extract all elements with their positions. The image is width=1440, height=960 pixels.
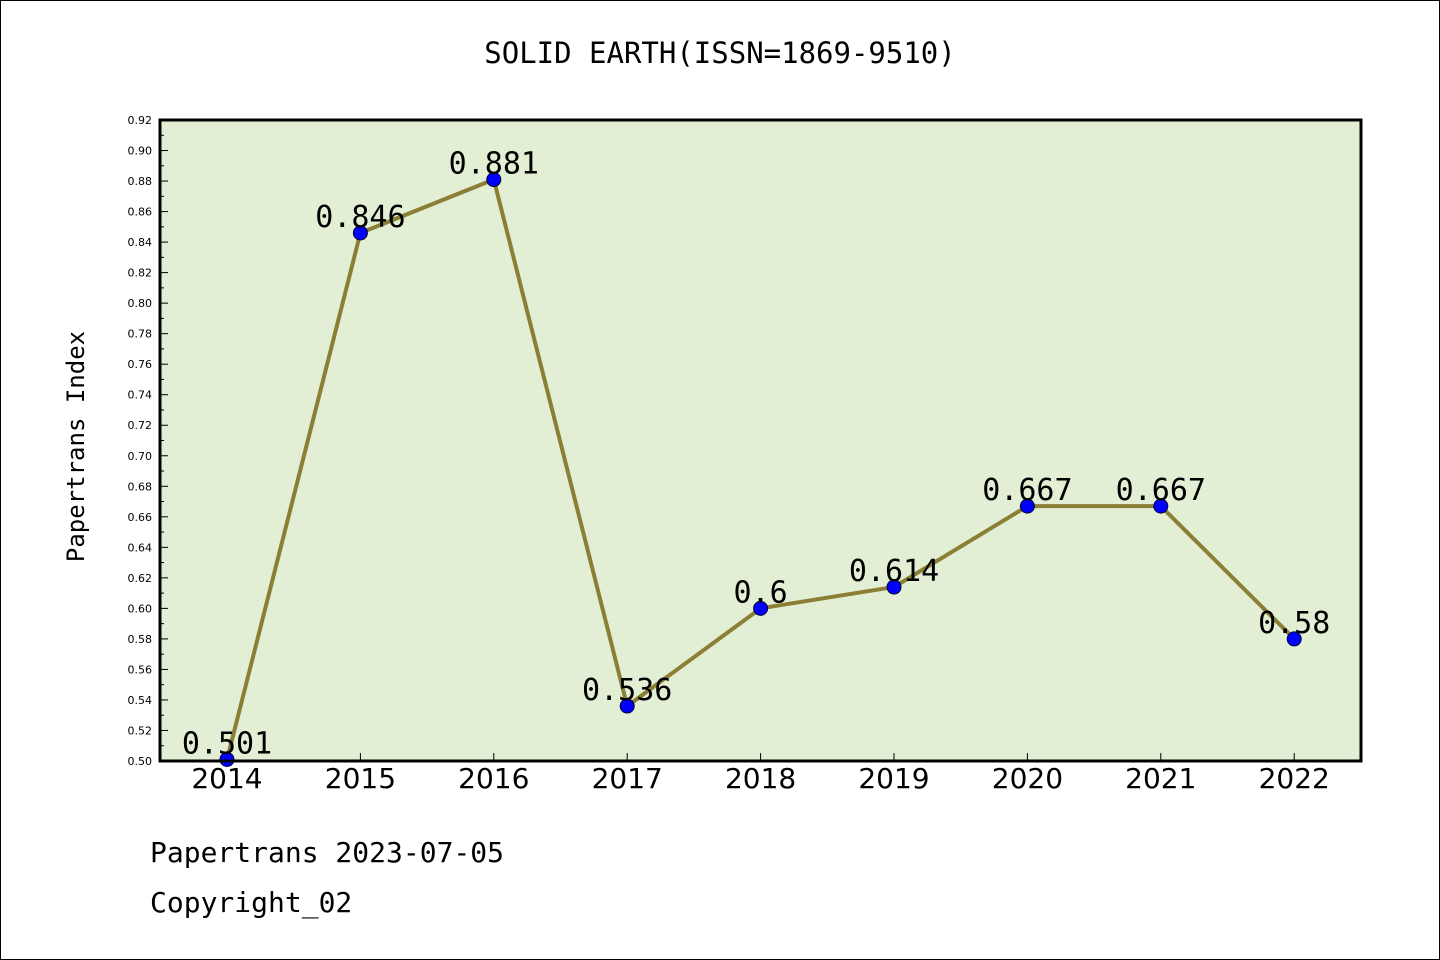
x-axis: 2014 2015 2016 2017 2018 2019 2020 2021 2022 [191, 753, 1330, 795]
x-tick-label: 2016 [458, 762, 529, 795]
data-point [753, 600, 769, 616]
y-tick-label: 0.58 [128, 633, 153, 646]
data-label: 0.846 [315, 200, 405, 235]
x-tick-label: 2021 [1125, 762, 1196, 795]
data-point [1019, 498, 1035, 514]
x-tick-label: 2017 [592, 762, 663, 795]
footer-copyright: Copyright_02 [150, 886, 353, 919]
chart-title: SOLID EARTH(ISSN=1869-9510) [484, 36, 956, 70]
data-label: 0.667 [1116, 473, 1206, 508]
data-label: 0.536 [582, 673, 672, 708]
y-tick-label: 0.54 [128, 694, 153, 707]
footer-date: Papertrans 2023-07-05 [150, 836, 505, 869]
y-tick-label: 0.50 [128, 755, 153, 768]
data-label: 0.667 [982, 473, 1072, 508]
y-tick-label: 0.64 [128, 541, 153, 554]
y-axis: 0.50 0.52 0.54 0.56 0.58 0.60 0.62 0.64 0.66 0.68… [128, 114, 168, 768]
y-tick-label: 0.68 [128, 480, 153, 493]
plot-border [158, 118, 1363, 763]
data-point [886, 579, 902, 595]
y-tick-label: 0.80 [128, 297, 153, 310]
data-label: 0.58 [1258, 606, 1330, 641]
y-tick-label: 0.92 [128, 114, 153, 127]
y-tick-label: 0.66 [128, 511, 153, 524]
y-tick-label: 0.76 [128, 358, 153, 371]
data-label: 0.501 [182, 726, 272, 761]
data-point [352, 225, 368, 241]
x-tick-label: 2020 [992, 762, 1063, 795]
y-tick-label: 0.52 [128, 724, 153, 737]
x-tick-label: 2015 [325, 762, 396, 795]
data-point [1286, 631, 1302, 647]
y-tick-label: 0.60 [128, 602, 153, 615]
y-tick-label: 0.78 [128, 328, 153, 341]
y-tick-label: 0.90 [128, 145, 153, 158]
y-tick-label: 0.72 [128, 419, 153, 432]
y-tick-label: 0.56 [128, 663, 153, 676]
y-tick-label: 0.84 [128, 236, 153, 249]
series-markers [219, 172, 1302, 767]
y-axis-label: Papertrans Index [62, 331, 90, 562]
x-tick-label: 2018 [725, 762, 796, 795]
data-point [1153, 498, 1169, 514]
data-label: 0.614 [849, 554, 939, 589]
data-point [486, 172, 502, 188]
y-tick-label: 0.82 [128, 267, 153, 280]
data-label: 0.6 [734, 575, 788, 610]
y-tick-label: 0.62 [128, 572, 153, 585]
y-tick-label: 0.74 [128, 389, 153, 402]
data-point [619, 698, 635, 714]
x-tick-label: 2022 [1259, 762, 1330, 795]
x-tick-label: 2019 [858, 762, 929, 795]
data-point [219, 751, 235, 767]
data-label: 0.881 [449, 147, 539, 182]
y-tick-label: 0.88 [128, 175, 153, 188]
x-tick-label: 2014 [191, 762, 262, 795]
y-tick-label: 0.86 [128, 206, 153, 219]
data-labels: 0.501 0.846 0.881 0.536 0.6 0.614 0.667 0.667 0.… [182, 147, 1330, 762]
y-tick-label: 0.70 [128, 450, 153, 463]
